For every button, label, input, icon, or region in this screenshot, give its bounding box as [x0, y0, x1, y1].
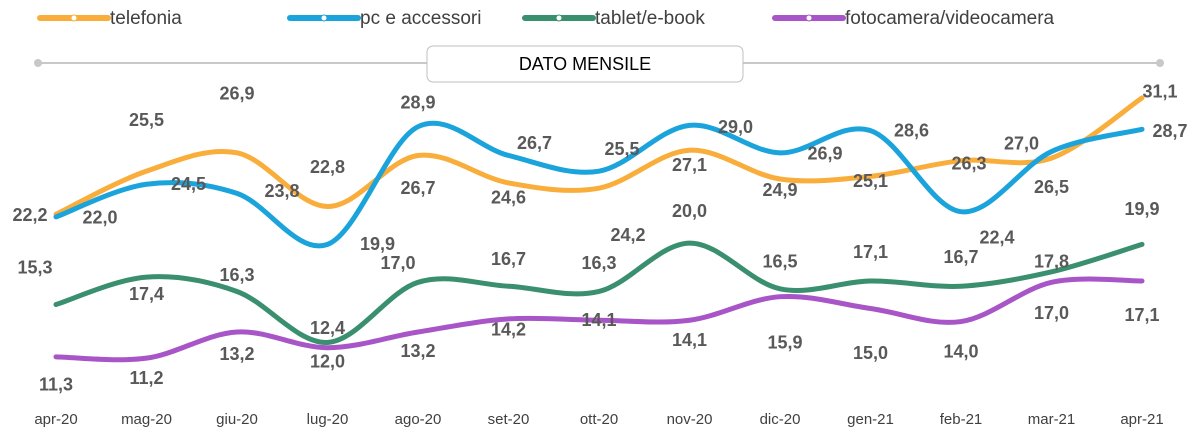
data-label: 27,0 — [1004, 133, 1039, 153]
data-label: 14,0 — [943, 341, 978, 361]
data-label: 29,0 — [718, 117, 753, 137]
line — [53, 276, 1145, 363]
data-label: 22,0 — [82, 208, 117, 228]
x-tick-label: feb-21 — [940, 411, 983, 428]
data-label: 11,2 — [129, 368, 163, 388]
data-label: 17,1 — [853, 242, 888, 262]
x-tick-label: mag-20 — [121, 411, 172, 428]
legend-marker — [805, 14, 813, 22]
legend-marker — [555, 14, 563, 22]
x-tick-label: nov-20 — [667, 411, 713, 428]
data-label: 17,0 — [380, 253, 415, 273]
data-label: 23,8 — [264, 181, 299, 201]
data-label: 14,2 — [491, 320, 526, 340]
x-tick-label: apr-21 — [1120, 411, 1163, 428]
data-label: 16,3 — [219, 265, 254, 285]
data-label: 16,7 — [491, 249, 526, 269]
data-label: 24,5 — [171, 174, 206, 194]
data-label: 27,1 — [672, 155, 707, 175]
legend-marker — [320, 14, 328, 22]
data-label: 14,1 — [581, 310, 616, 330]
data-label: 13,2 — [400, 341, 435, 361]
data-label: 15,3 — [17, 257, 52, 277]
line — [53, 240, 1145, 345]
legend-marker — [70, 14, 78, 22]
x-tick-label: lug-20 — [307, 411, 349, 428]
data-label: 16,7 — [943, 247, 978, 267]
line — [53, 120, 1145, 249]
data-label: 11,3 — [39, 375, 73, 395]
data-label: 20,0 — [672, 201, 707, 221]
legend-label: fotocamera/videocamera — [845, 8, 1055, 29]
data-label: 25,5 — [129, 110, 164, 130]
data-label: 12,4 — [310, 318, 345, 338]
data-label: 28,6 — [894, 120, 929, 140]
legend-label: telefonia — [110, 8, 182, 29]
legend-label: pc e accessori — [360, 8, 481, 29]
data-label: 22,4 — [979, 227, 1014, 247]
x-tick-label: giu-20 — [216, 411, 258, 428]
data-label: 25,1 — [853, 171, 888, 191]
data-label: 26,3 — [951, 153, 986, 173]
data-label: 13,2 — [219, 344, 254, 364]
title-box — [426, 45, 744, 83]
chart-title: DATO MENSILE — [519, 54, 651, 74]
data-label: 31,1 — [1142, 82, 1177, 102]
data-label: 22,2 — [12, 205, 47, 225]
data-label: 24,2 — [610, 225, 645, 245]
data-label: 17,1 — [1124, 305, 1159, 325]
data-label: 19,9 — [1124, 199, 1159, 219]
separator-end — [1156, 59, 1164, 67]
data-label: 15,9 — [767, 332, 802, 352]
line — [53, 95, 1145, 217]
x-tick-label: gen-21 — [847, 411, 894, 428]
x-tick-label: set-20 — [488, 411, 530, 428]
data-label: 16,3 — [581, 253, 616, 273]
data-label: 17,0 — [1034, 303, 1069, 323]
data-label: 26,9 — [219, 84, 254, 104]
data-label: 15,0 — [853, 343, 888, 363]
data-label: 12,0 — [310, 351, 345, 371]
data-label: 17,4 — [129, 284, 164, 304]
x-tick-label: ott-20 — [580, 411, 618, 428]
data-label: 26,9 — [807, 144, 842, 164]
data-label: 16,5 — [762, 252, 797, 272]
data-label: 24,6 — [491, 188, 526, 208]
data-label: 26,5 — [1034, 177, 1069, 197]
data-label: 17,8 — [1034, 252, 1069, 272]
separator-end — [34, 59, 42, 67]
data-label: 25,5 — [604, 139, 639, 159]
data-label: 22,8 — [310, 157, 345, 177]
data-label: 14,1 — [672, 330, 707, 350]
x-tick-label: ago-20 — [395, 411, 442, 428]
legend-label: tablet/e-book — [595, 8, 705, 29]
data-label: 26,7 — [400, 178, 435, 198]
x-tick-label: mar-21 — [1028, 411, 1076, 428]
data-label: 24,9 — [762, 180, 797, 200]
data-label: 26,7 — [517, 133, 552, 153]
x-tick-label: apr-20 — [34, 411, 77, 428]
data-label: 28,9 — [400, 92, 435, 112]
data-label: 28,7 — [1152, 121, 1187, 141]
x-tick-label: dic-20 — [760, 411, 801, 428]
data-label: 19,9 — [360, 234, 395, 254]
